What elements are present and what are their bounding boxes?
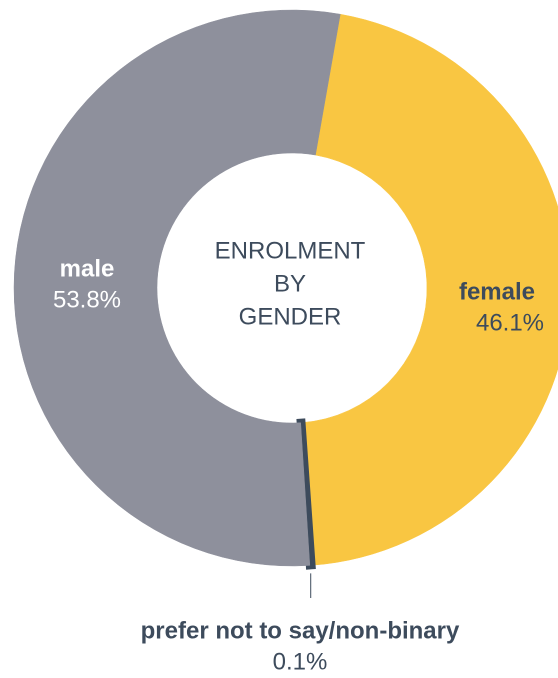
value-label: 0.1% (273, 648, 328, 675)
chart-title: ENROLMENT (215, 237, 366, 264)
value-label: 53.8% (53, 286, 121, 313)
chart-title: GENDER (239, 303, 342, 330)
chart-title: BY (274, 270, 306, 297)
category-label: male (60, 255, 115, 282)
value-label: 46.1% (476, 309, 544, 336)
donut-segment (301, 13, 558, 566)
category-label: female (459, 278, 535, 305)
donut-segment (13, 9, 341, 567)
category-label: prefer not to say/non-binary (141, 617, 460, 644)
